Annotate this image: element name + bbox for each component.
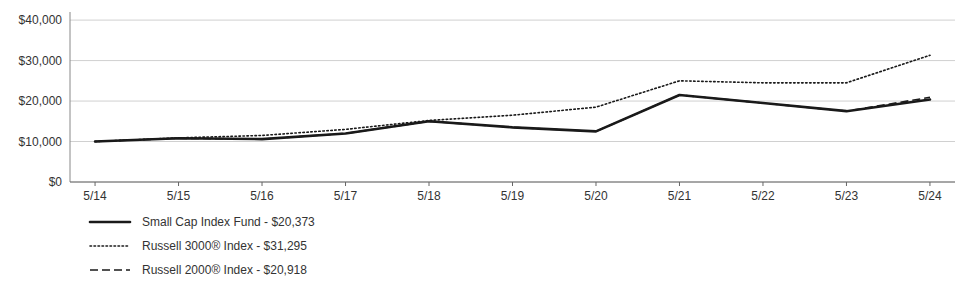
x-tick [512,182,513,186]
y-tick-label: $20,000 [19,94,63,108]
x-tick-label: 5/15 [167,189,191,203]
x-tick [262,182,263,186]
x-tick [679,182,680,186]
x-tick [345,182,346,186]
y-tick-label: $10,000 [19,135,63,149]
lines [95,55,930,141]
x-tick-label: 5/18 [417,189,441,203]
y-tick-label: $0 [49,175,63,189]
legend: Small Cap Index Fund - $20,373 Russell 30… [90,215,315,277]
x-tick [95,182,96,186]
legend-label: Small Cap Index Fund - $20,373 [142,215,315,229]
x-tick-label: 5/23 [835,189,859,203]
x-tick [595,182,596,186]
x-tick [929,182,930,186]
series-line [95,95,930,142]
series-line [95,95,930,142]
x-tick [429,182,430,186]
x-tick [846,182,847,186]
x-tick-label: 5/14 [83,189,107,203]
legend-label: Russell 2000® Index - $20,918 [142,263,307,277]
y-axis-line [70,12,71,182]
legend-label: Russell 3000® Index - $31,295 [142,239,307,253]
series-line [95,55,930,141]
x-tick-label: 5/17 [334,189,358,203]
chart: $0 $10,000 $20,000 $30,000 $40,000 5/14 5/15 5/… [0,0,975,304]
legend-swatch [90,269,130,271]
x-tick-label: 5/20 [584,189,608,203]
x-tick-label: 5/21 [668,189,692,203]
x-tick [762,182,763,186]
x-tick-label: 5/24 [918,189,942,203]
x-tick-label: 5/16 [250,189,274,203]
grid-line [70,20,955,21]
legend-swatch [90,245,130,247]
chart-container: $0 $10,000 $20,000 $30,000 $40,000 5/14 5/15 5/… [0,0,975,304]
legend-swatch [90,221,130,224]
y-tick-label: $30,000 [19,54,63,68]
x-tick-label: 5/22 [751,189,775,203]
grid [70,20,955,182]
grid-line [70,60,955,61]
x-tick-label: 5/19 [501,189,525,203]
grid-line [70,141,955,142]
grid-line [70,101,955,102]
x-tick [178,182,179,186]
y-tick-label: $40,000 [19,13,63,27]
